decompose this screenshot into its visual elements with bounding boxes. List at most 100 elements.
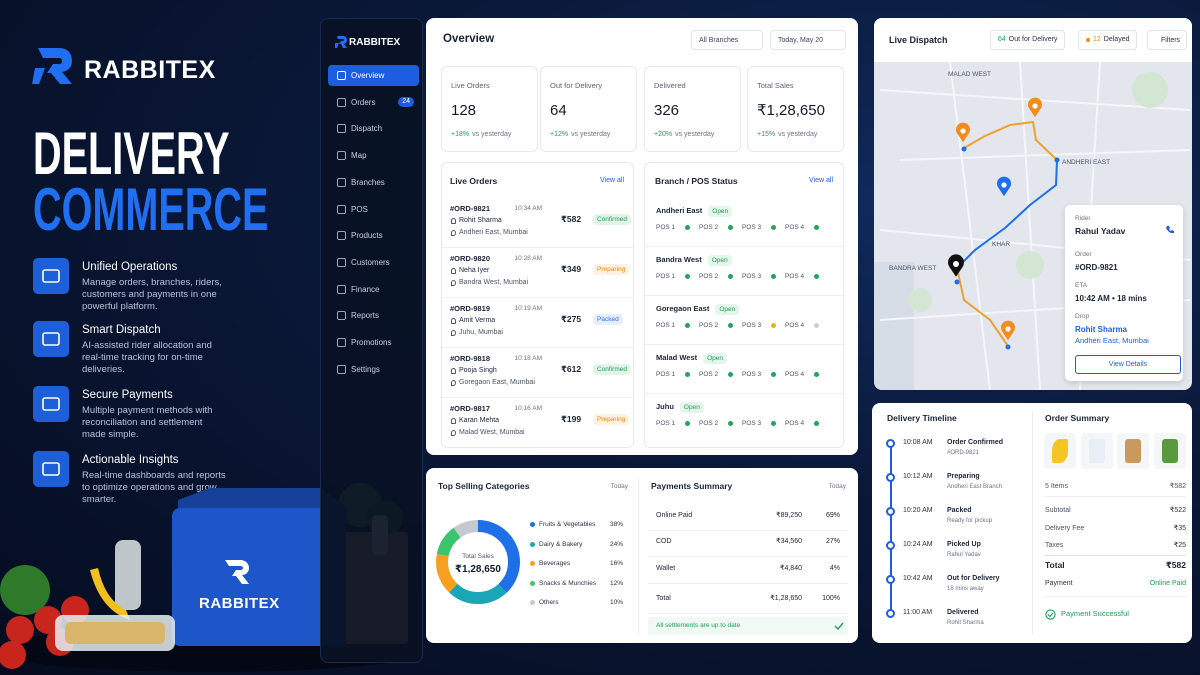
legend-dot — [530, 580, 535, 586]
legend-dot — [530, 522, 535, 527]
filters-button[interactable]: Filters — [1147, 30, 1187, 50]
view-all-link[interactable]: View all — [809, 177, 833, 184]
card-title: Live Orders — [450, 176, 498, 186]
open-pill: Open — [708, 206, 733, 218]
map-water — [874, 262, 914, 390]
payment-status: Payment Successful — [1061, 609, 1129, 618]
branch-name: Juhu — [656, 402, 674, 412]
product-tile — [1153, 433, 1186, 469]
timeline-dot — [886, 609, 895, 618]
nav-item[interactable]: Finance — [328, 279, 419, 300]
nav-label: POS — [351, 204, 368, 214]
row-divider — [1044, 496, 1186, 497]
kpi-value: 128 — [451, 102, 477, 119]
legend-value: 38% — [609, 521, 623, 528]
pos-label: POS 2 — [699, 224, 719, 231]
event-title: Preparing — [947, 473, 980, 480]
nav-item[interactable]: Settings — [328, 359, 419, 380]
map-label: ANDHERI EAST — [1062, 159, 1111, 166]
payment-method: Wallet — [656, 565, 676, 572]
nav-item[interactable]: Promotions — [328, 332, 419, 353]
field-label: Order — [1075, 251, 1092, 258]
divider — [1032, 411, 1033, 635]
nav-item[interactable]: Products — [328, 225, 419, 246]
product-tea-pack — [1161, 439, 1178, 463]
summary-label: Subtotal — [1045, 507, 1071, 514]
legend-value: 12% — [609, 579, 623, 587]
pos-dot — [814, 372, 819, 377]
payment-share: 100% — [822, 595, 840, 602]
kpi-value: 64 — [550, 102, 567, 119]
nav-item[interactable]: Branches — [328, 172, 419, 193]
product-tile — [1044, 433, 1076, 469]
timeline-dot — [886, 439, 895, 448]
sales-panel: Top Selling Categories Today Total Sales ₹1… — [426, 468, 858, 643]
status-pill: Preparing — [593, 414, 630, 426]
pos-dot — [771, 421, 776, 426]
branch-status-card: Branch / POS Status View all Andheri East O… — [644, 162, 845, 448]
delivery-bag — [172, 508, 346, 646]
nav-item[interactable]: Overview — [328, 65, 419, 86]
legend-dot — [530, 561, 535, 566]
pos-dot — [728, 323, 733, 328]
nav-label: Reports — [351, 311, 380, 321]
out-for-delivery-chip[interactable]: 64 Out for Delivery — [990, 30, 1066, 50]
eta-value: 10:42 AM • 18 mins — [1075, 294, 1147, 303]
check — [834, 622, 844, 631]
kpi-change: +15% — [757, 131, 776, 138]
event-sub: Rohit Sharma — [947, 620, 984, 626]
pos-dot — [728, 225, 733, 230]
pin-center — [1005, 326, 1011, 332]
branch-filter[interactable]: All Branches — [691, 30, 763, 50]
row-divider — [442, 247, 635, 248]
delayed-chip[interactable]: 12 Delayed — [1078, 30, 1138, 50]
tomato — [6, 616, 34, 644]
feature-glyph — [42, 462, 60, 476]
payment-method: Total — [656, 595, 671, 602]
customer-location: Juhu, Mumbai — [459, 329, 503, 336]
rider-name: Rahul Yadav — [1075, 226, 1126, 236]
nav-item[interactable]: Reports — [328, 305, 419, 326]
view-all-link[interactable]: View all — [600, 177, 624, 184]
route-node — [1005, 344, 1011, 350]
kpi-change: +18% — [451, 131, 470, 138]
summary-value: ₹35 — [1173, 524, 1186, 532]
pin-center — [1032, 103, 1038, 109]
phone — [1166, 226, 1174, 234]
pos-dot — [814, 323, 819, 328]
order-id: #ORD-9817 — [450, 404, 491, 413]
kpi-change-row: +20% vs yesterday — [654, 131, 714, 139]
nav-item[interactable]: Dispatch — [328, 118, 419, 139]
summary-label: Delivery Fee — [1045, 524, 1085, 532]
nav-item[interactable]: Customers — [328, 252, 419, 273]
order-id: #ORD-9820 — [450, 254, 491, 263]
panel-title: Delivery Timeline — [887, 413, 957, 423]
date-filter[interactable]: Today, May 20 — [770, 30, 846, 50]
nav-item[interactable]: Map — [328, 145, 419, 166]
event-sub: #ORD-9821 — [947, 450, 980, 456]
glyph — [42, 397, 60, 411]
event-sub: Ready for pickup — [947, 518, 993, 524]
view-details-button[interactable]: View Details — [1075, 355, 1181, 374]
order-time: 10:16 AM — [514, 405, 542, 412]
nav-label: Overview — [351, 71, 385, 80]
kpi-value: 326 — [654, 102, 680, 119]
card-title: Branch / POS Status — [655, 176, 738, 186]
date-label: Today, May 20 — [778, 37, 824, 44]
row-divider — [648, 613, 848, 614]
pos-dot — [685, 274, 690, 279]
payment-amount: ₹89,250 — [776, 512, 802, 519]
pos-label: POS 3 — [742, 420, 762, 427]
pos-dot — [771, 323, 776, 328]
row-divider — [645, 393, 845, 394]
nav-item[interactable]: POS — [328, 199, 419, 220]
summary-label: Taxes — [1045, 542, 1064, 549]
nav-icon — [337, 151, 346, 161]
nav-item[interactable]: Orders 24 — [328, 92, 419, 113]
pos-dot — [771, 372, 776, 377]
feature-icon — [33, 386, 69, 422]
pos-dot — [728, 274, 733, 279]
pos-label: POS 3 — [742, 322, 762, 329]
nav-label: Map — [351, 151, 367, 161]
branch-name-row: Andheri East Open — [656, 206, 733, 218]
